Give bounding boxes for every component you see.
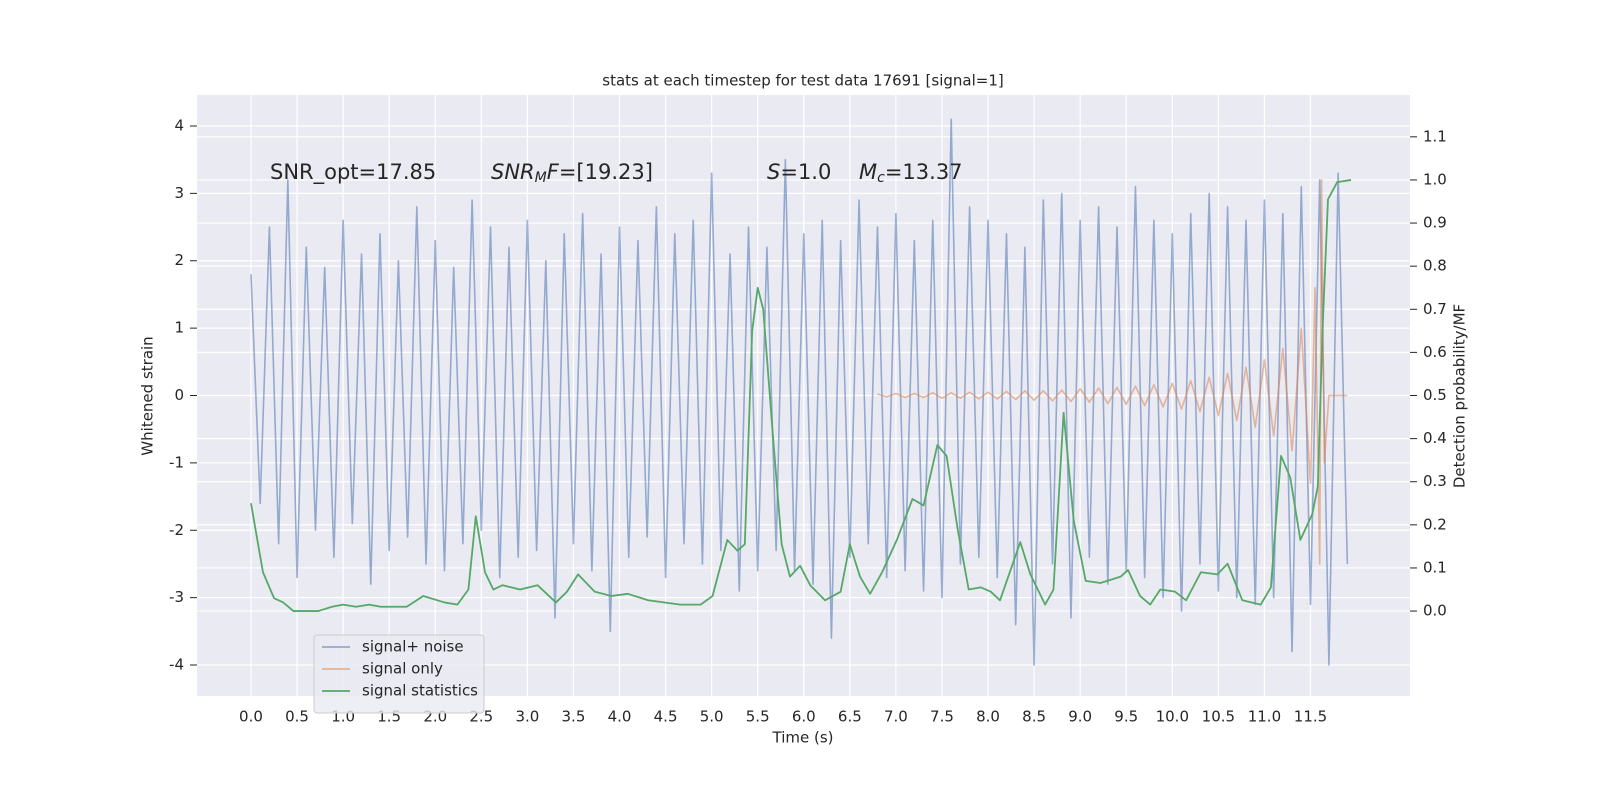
y-axis-label: Whitened strain: [139, 336, 157, 455]
legend-label: signal+ noise: [362, 638, 464, 656]
annotation: SNRMF=[19.23]: [491, 160, 653, 186]
series-line: [250, 118, 1349, 666]
x-tick-label: 7.5: [930, 708, 954, 726]
x-tick-label: 5.5: [746, 708, 770, 726]
x-tick-label: 10.5: [1202, 708, 1235, 726]
legend-label: signal statistics: [362, 682, 478, 700]
x-tick-label: 9.5: [1114, 708, 1138, 726]
x-tick-label: 8.0: [976, 708, 1000, 726]
x-tick-label: 4.0: [608, 708, 632, 726]
annotation-part: =1.0: [780, 160, 831, 184]
y-tick-label: 3: [174, 184, 184, 202]
x-tick-label: 11.0: [1248, 708, 1281, 726]
y2-tick-label: 0.2: [1423, 515, 1447, 533]
series-line: [250, 179, 1352, 612]
y2-tick-label: 0.0: [1423, 602, 1447, 620]
legend-box: [313, 634, 485, 714]
x-tick-label: 6.0: [792, 708, 816, 726]
annotation-part: =[19.23]: [559, 160, 653, 184]
x-tick-label: 10.0: [1156, 708, 1189, 726]
annotation-part: =13.37: [885, 160, 963, 184]
annotation-part: F: [547, 160, 560, 184]
y-tick-label: -2: [169, 521, 184, 539]
y-tick-label: 1: [174, 319, 184, 337]
y-tick-label: -1: [169, 453, 184, 471]
legend-label: signal only: [362, 660, 443, 678]
x-tick-label: 3.5: [562, 708, 586, 726]
y2-axis-label: Detection probability/MF: [1451, 304, 1469, 488]
y2-tick-label: 0.5: [1423, 386, 1447, 404]
x-tick-label: 3.0: [515, 708, 539, 726]
chart-title: stats at each timestep for test data 176…: [602, 72, 1003, 90]
x-tick-label: 4.5: [654, 708, 678, 726]
annotation-part: M: [859, 160, 877, 184]
x-tick-label: 8.5: [1022, 708, 1046, 726]
x-axis-label: Time (s): [772, 729, 834, 747]
overlay: 0.0 0.5 1.0 1.5 2.0 2.5 3.0 3.5 4.0 4.5 5.0 5.5 6.0 6…: [169, 116, 1447, 725]
marks: [250, 118, 1352, 666]
y2-tick-label: 0.8: [1423, 257, 1447, 275]
y2-tick-label: 0.4: [1423, 429, 1447, 447]
series-line: [877, 179, 1348, 565]
x-tick-label: 0.0: [239, 708, 263, 726]
y-tick-label: -4: [169, 656, 184, 674]
y-tick-label: 4: [174, 116, 184, 134]
annotation-part: S: [767, 160, 780, 184]
annotation-part: SNR_opt=17.85: [270, 160, 436, 185]
y2-tick-label: 0.1: [1423, 558, 1447, 576]
annotation-part: SNR: [491, 160, 535, 184]
y2-tick-label: 1.1: [1423, 127, 1447, 145]
y2-tick-label: 0.3: [1423, 472, 1447, 490]
y-tick-label: -3: [169, 588, 184, 606]
annotation-part: M: [535, 170, 547, 186]
x-tick-label: 5.0: [700, 708, 724, 726]
x-tick-label: 0.5: [285, 708, 309, 726]
annotation: Mc=13.37: [859, 160, 963, 186]
x-tick-label: 7.0: [884, 708, 908, 726]
x-tick-label: 9.0: [1068, 708, 1092, 726]
y-tick-label: 0: [174, 386, 184, 404]
y2-tick-label: 0.9: [1423, 214, 1447, 232]
annotation: S=1.0: [767, 160, 831, 184]
y2-tick-label: 1.0: [1423, 170, 1447, 188]
y2-tick-label: 0.7: [1423, 300, 1447, 318]
y-tick-label: 2: [174, 251, 184, 269]
y2-tick-label: 0.6: [1423, 343, 1447, 361]
x-tick-label: 6.5: [838, 708, 862, 726]
annotation-part: c: [877, 170, 885, 186]
x-tick-label: 11.5: [1294, 708, 1327, 726]
annotation: SNR_opt=17.85: [270, 160, 436, 185]
